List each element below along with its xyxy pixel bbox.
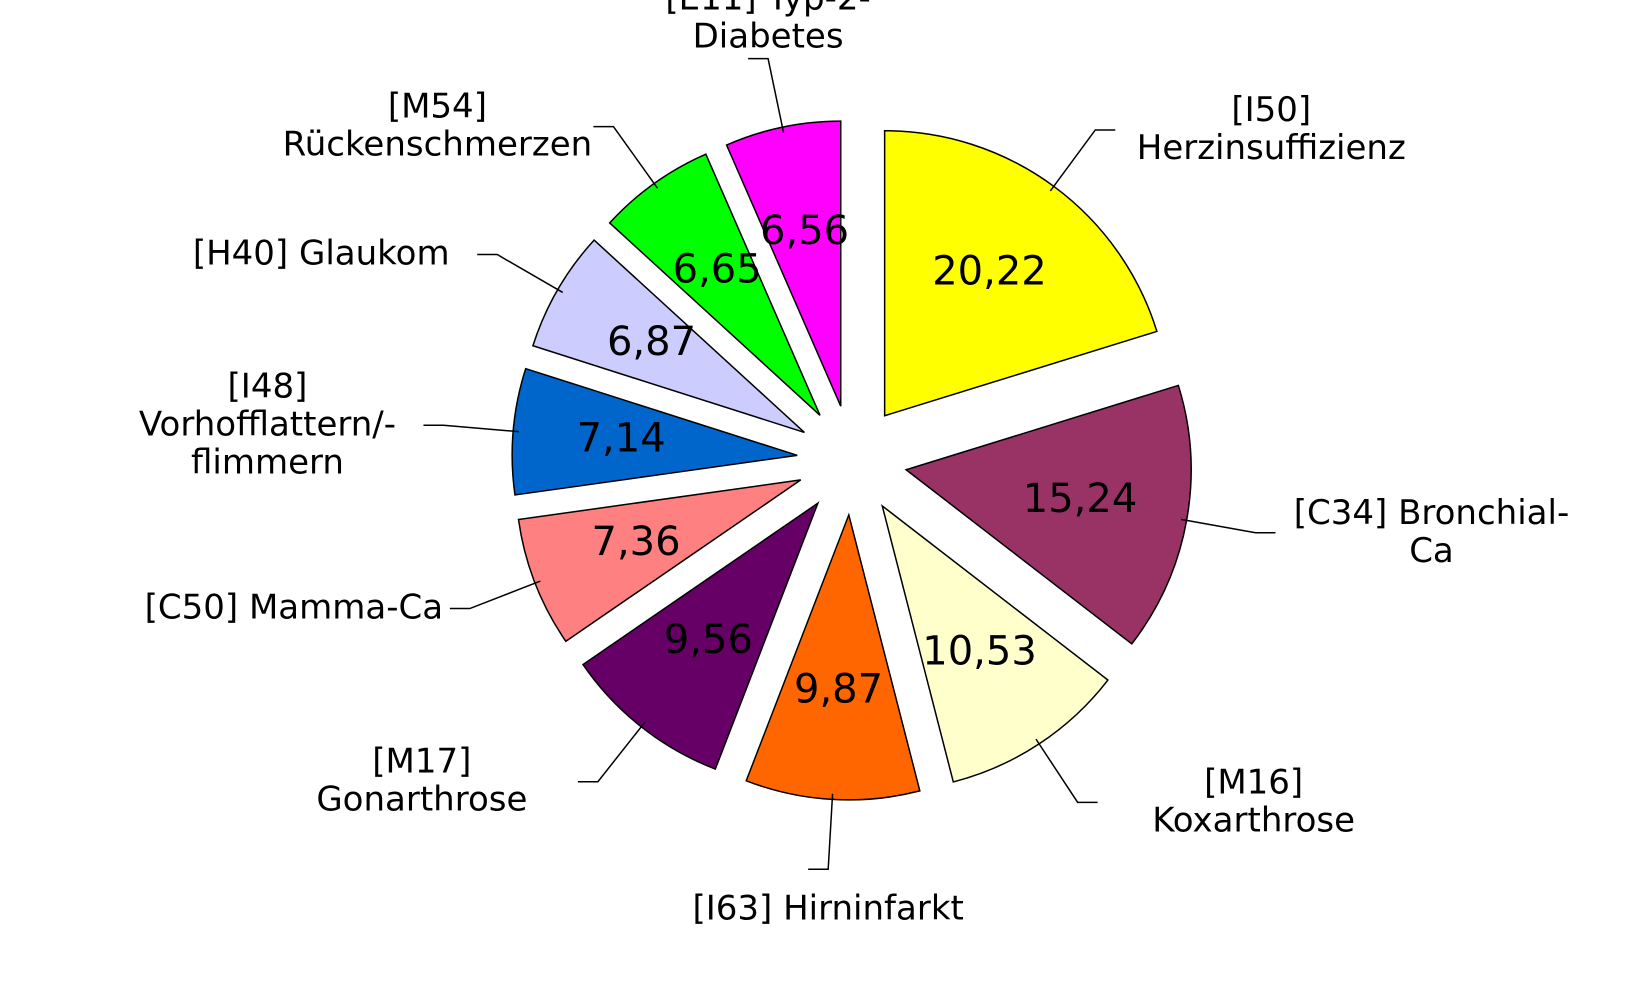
value-label: 6,87: [607, 319, 696, 365]
leader-line: [593, 125, 659, 189]
value-label: 6,65: [673, 247, 762, 293]
category-label: [M17] Gonarthrose: [316, 741, 527, 819]
value-label: 10,53: [922, 628, 1037, 674]
category-label: [I48] Vorhofflattern/-flimmern: [139, 366, 396, 482]
value-label: 7,36: [592, 519, 681, 565]
leader-line: [1180, 518, 1276, 534]
category-label: [M16] Koxarthrose: [1152, 762, 1355, 840]
category-label: [E11] Typ-2-Diabetes: [665, 0, 870, 56]
category-label: [H40] Glaukom: [193, 233, 450, 273]
value-label: 9,56: [664, 617, 753, 663]
leader-line: [808, 793, 834, 871]
category-label: [I63] Hirninfarkt: [692, 888, 963, 928]
leader-line: [449, 580, 541, 610]
value-label: 20,22: [932, 248, 1047, 294]
value-label: 7,14: [577, 415, 666, 461]
leader-line: [1035, 738, 1098, 804]
value-label: 9,87: [794, 666, 883, 712]
category-label: [C34] Bronchial-Ca: [1294, 492, 1570, 570]
category-label: [C50] Mamma-Ca: [145, 587, 443, 627]
leader-line: [1049, 129, 1116, 192]
value-label: 6,56: [760, 208, 849, 254]
leader-line: [423, 424, 519, 433]
leader-line: [748, 57, 785, 133]
category-label: [I50] Herzinsuffizienz: [1137, 89, 1406, 167]
leader-line: [577, 721, 646, 783]
value-label: 15,24: [1023, 476, 1138, 522]
category-label: [M54] Rückenschmerzen: [283, 86, 593, 164]
leader-line: [477, 253, 564, 294]
